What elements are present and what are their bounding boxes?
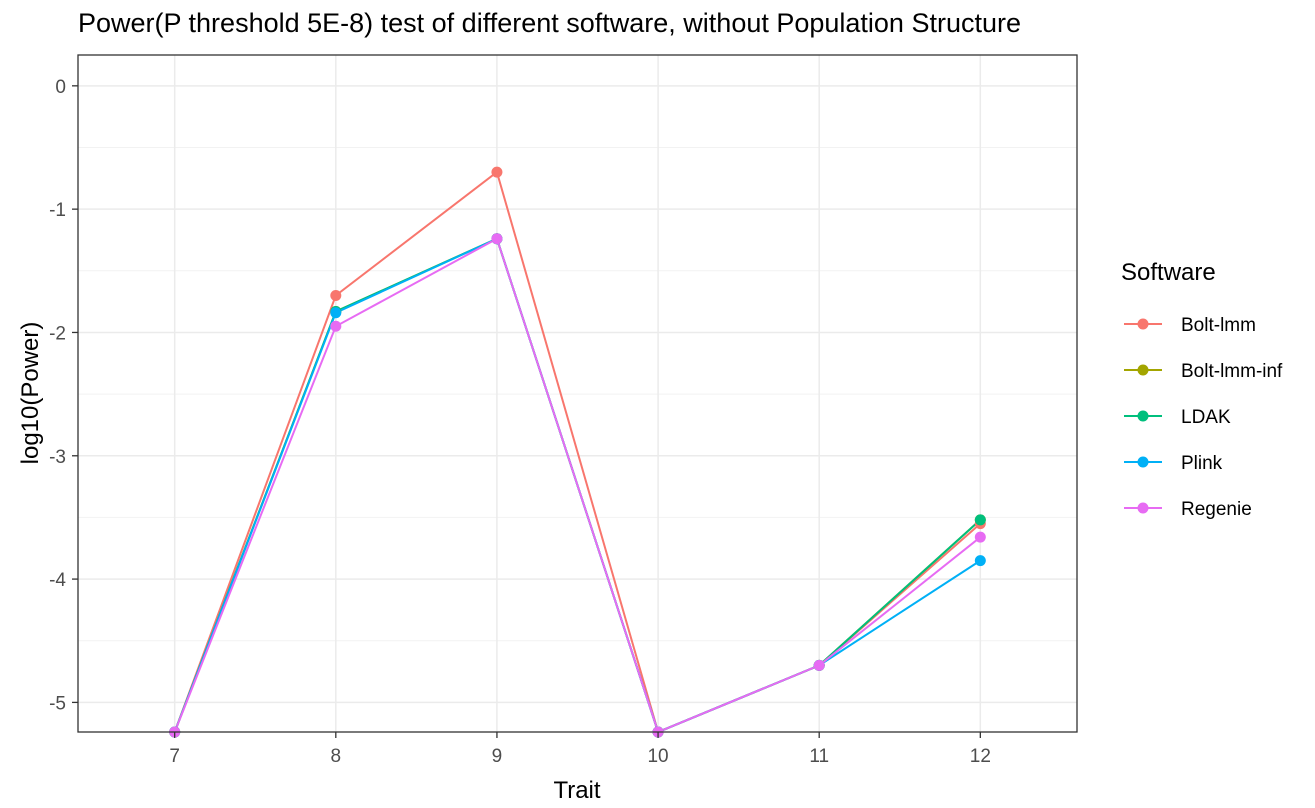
legend-key-point (1137, 502, 1149, 514)
data-point-plink (330, 307, 342, 319)
x-tick-label: 9 (492, 746, 503, 767)
x-tick-label: 10 (647, 746, 668, 767)
data-point-regenie (974, 531, 986, 543)
series-points (169, 166, 986, 738)
legend-label: Bolt-lmm-inf (1181, 361, 1283, 382)
y-tick-label: -4 (49, 570, 66, 591)
y-axis-title: log10(Power) (17, 322, 44, 465)
legend-title: Software (1121, 259, 1216, 286)
data-point-ldak (974, 514, 986, 526)
legend-key-point (1137, 318, 1149, 330)
series-line-regenie (173, 237, 981, 734)
grid (78, 55, 1077, 732)
legend-item-regenie: Regenie (1124, 499, 1252, 520)
legend-key-point (1137, 410, 1149, 422)
y-tick-label: -5 (49, 693, 66, 714)
x-tick-label: 7 (169, 746, 180, 767)
y-tick-label: -1 (49, 200, 66, 221)
data-point-plink (974, 555, 986, 567)
series-lines (173, 170, 981, 734)
x-axis-ticks: 7 8 9 10 11 12 (169, 732, 991, 767)
y-tick-label: -2 (49, 323, 66, 344)
data-point-regenie (813, 659, 825, 671)
x-tick-label: 8 (331, 746, 342, 767)
legend-label: Bolt-lmm (1181, 315, 1256, 336)
legend-label: Regenie (1181, 499, 1252, 520)
legend-item-ldak: LDAK (1124, 407, 1231, 428)
data-point-regenie (330, 320, 342, 332)
legend: Software Bolt-lmm Bolt-lmm-inf LDAK Plink Re… (1121, 259, 1283, 520)
legend-items: Bolt-lmm Bolt-lmm-inf LDAK Plink Regenie (1124, 315, 1283, 520)
legend-item-bolt-lmm-inf: Bolt-lmm-inf (1124, 361, 1283, 382)
data-point-bolt-lmm (491, 166, 503, 178)
chart-title: Power(P threshold 5E-8) test of differen… (78, 8, 1021, 38)
y-tick-label: 0 (55, 77, 66, 98)
x-axis-title: Trait (553, 777, 600, 804)
legend-label: Plink (1181, 453, 1223, 474)
legend-item-bolt-lmm: Bolt-lmm (1124, 315, 1256, 336)
plot-panel (78, 55, 1077, 732)
x-tick-label: 11 (809, 746, 829, 767)
legend-item-plink: Plink (1124, 453, 1223, 474)
data-point-bolt-lmm (330, 289, 342, 301)
plot-panel-border (77, 54, 1078, 733)
legend-label: LDAK (1181, 407, 1231, 428)
x-tick-label: 12 (970, 746, 991, 767)
y-tick-label: -3 (49, 447, 66, 468)
legend-key-point (1137, 456, 1149, 468)
y-axis-ticks: 0 -1 -2 -3 -4 -5 (49, 77, 78, 714)
legend-key-point (1137, 364, 1149, 376)
data-point-regenie (491, 233, 503, 245)
